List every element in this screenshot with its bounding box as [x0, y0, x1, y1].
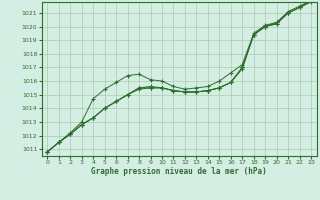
- X-axis label: Graphe pression niveau de la mer (hPa): Graphe pression niveau de la mer (hPa): [91, 167, 267, 176]
